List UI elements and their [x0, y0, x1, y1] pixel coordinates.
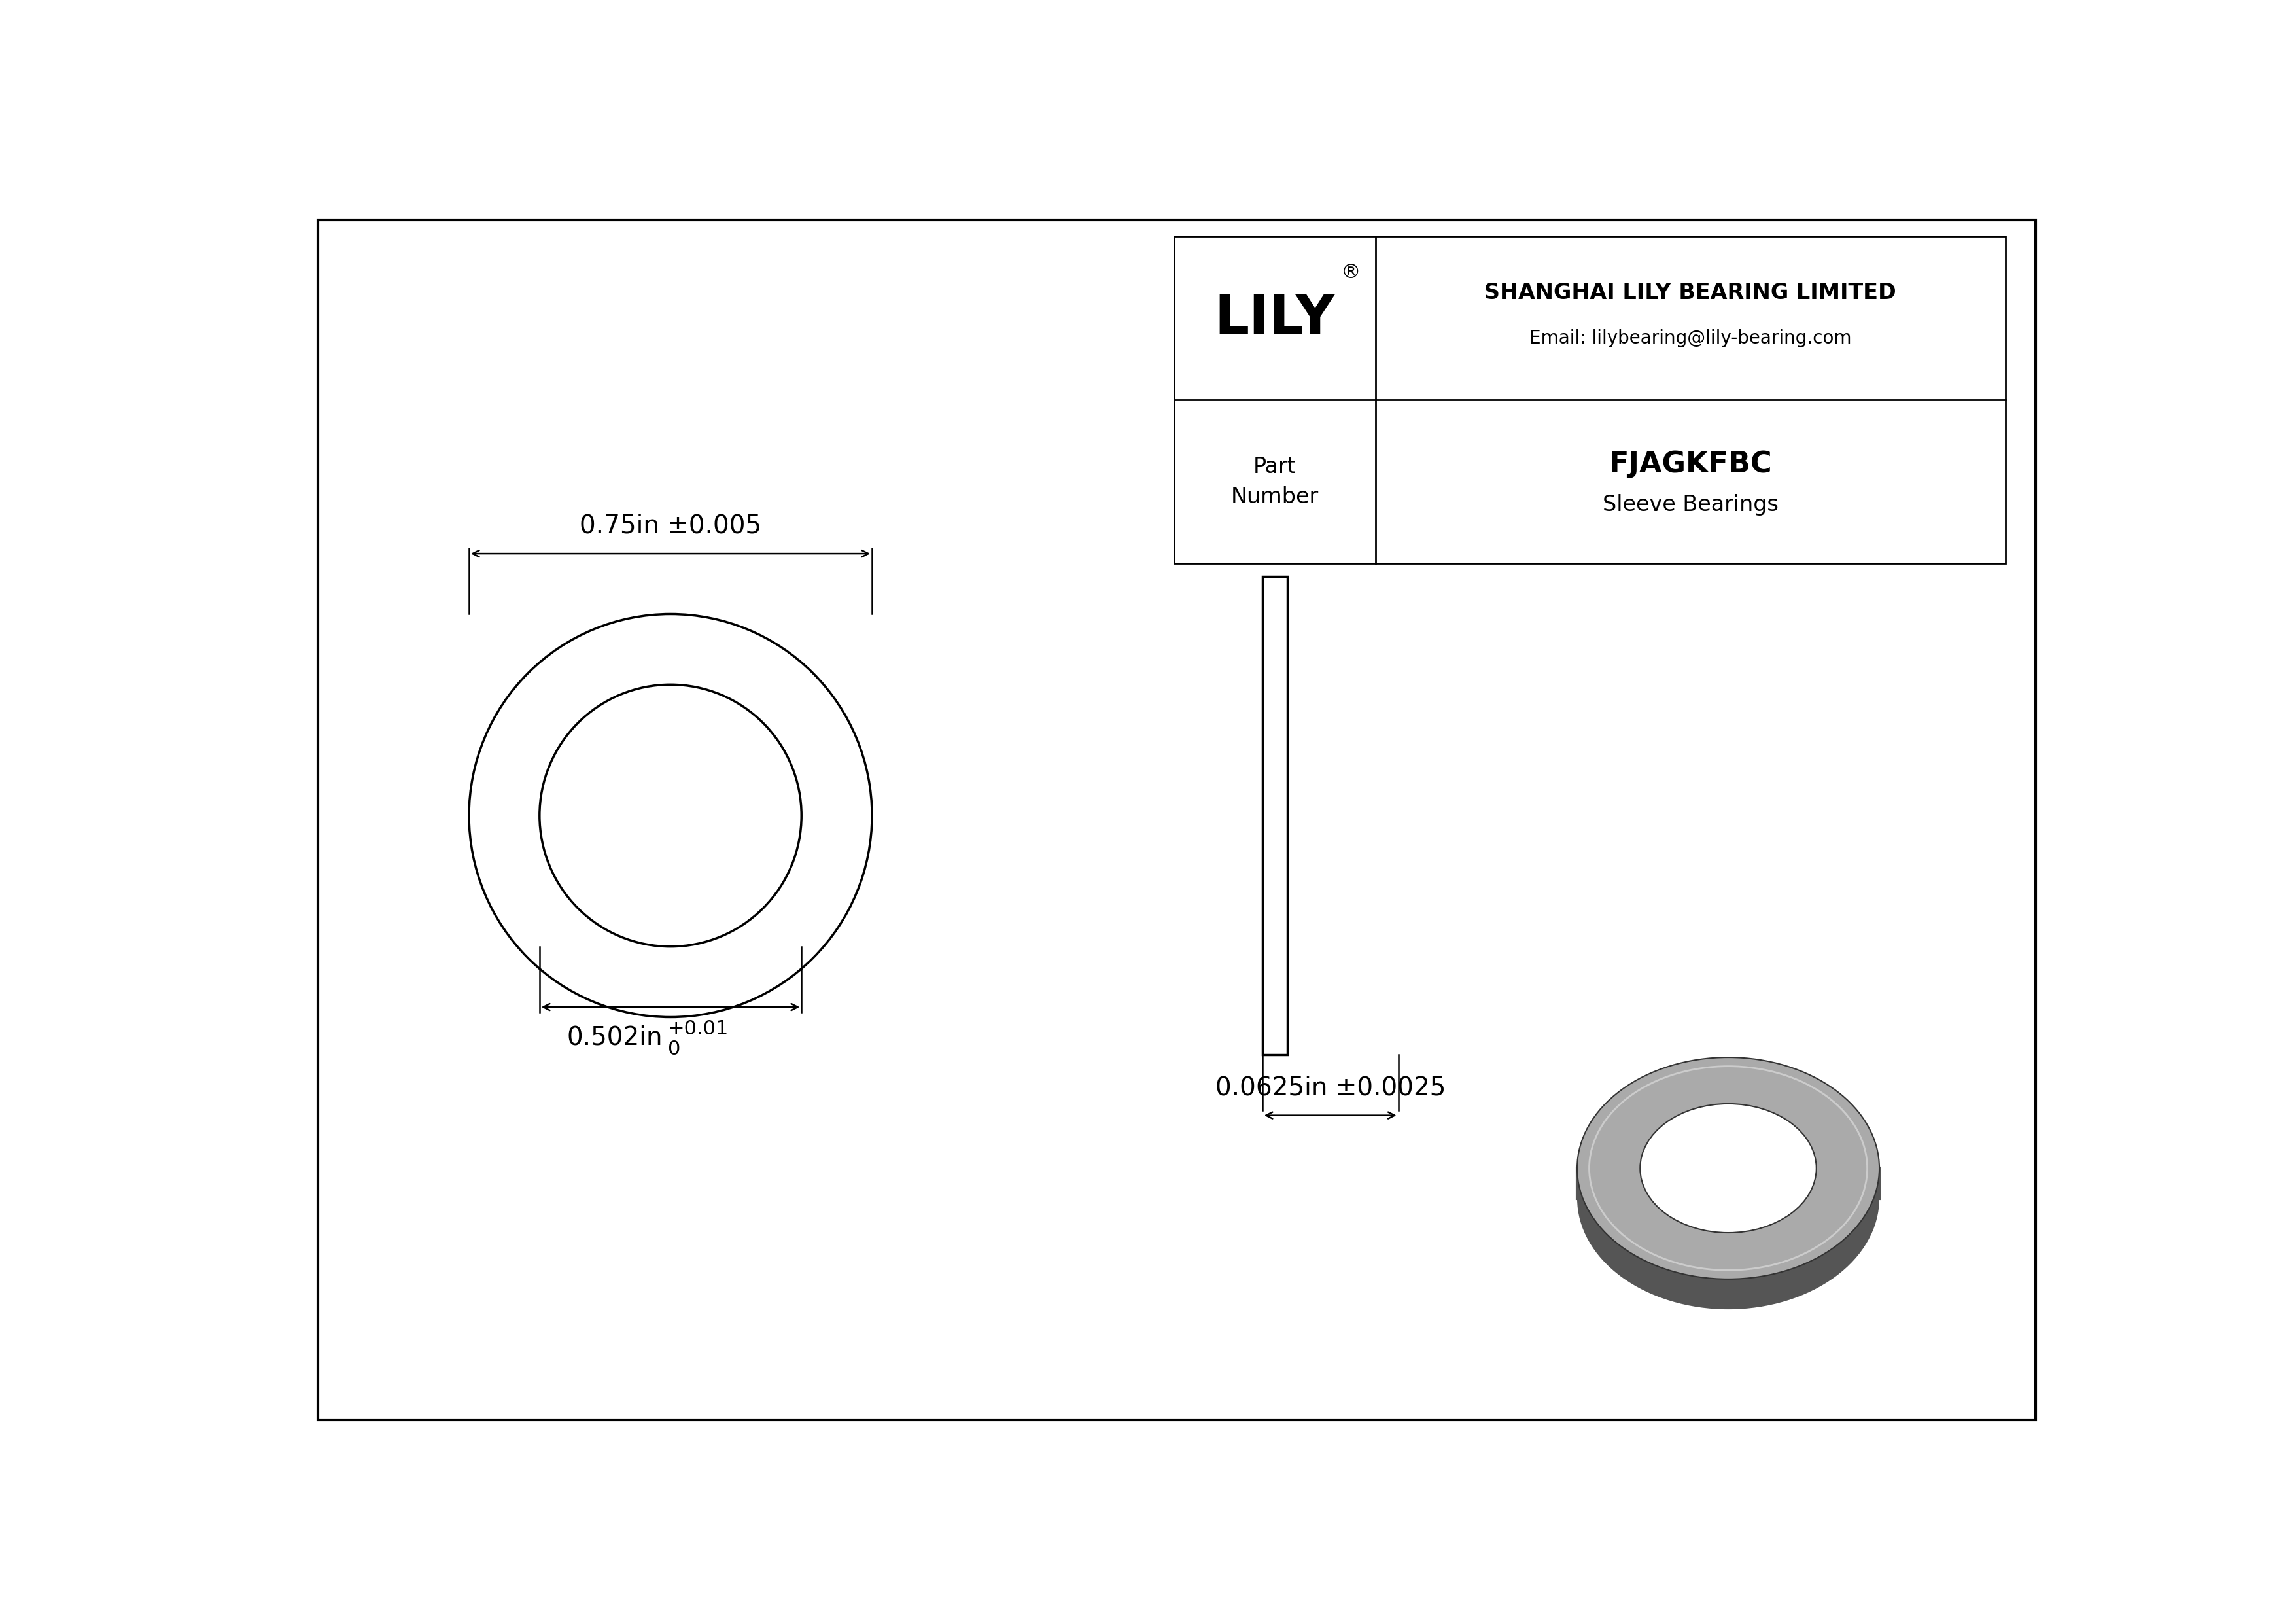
Text: +0.01: +0.01 — [668, 1020, 730, 1039]
Text: LILY: LILY — [1215, 292, 1336, 344]
Text: SHANGHAI LILY BEARING LIMITED: SHANGHAI LILY BEARING LIMITED — [1486, 283, 1896, 304]
Text: Email: lilybearing@lily-bearing.com: Email: lilybearing@lily-bearing.com — [1529, 330, 1851, 348]
Text: Part
Number: Part Number — [1231, 456, 1318, 508]
Text: 0: 0 — [668, 1039, 680, 1059]
Text: FJAGKFBC: FJAGKFBC — [1609, 450, 1773, 477]
Text: 0.502in: 0.502in — [567, 1025, 664, 1049]
Text: 0.0625in ±0.0025: 0.0625in ±0.0025 — [1215, 1075, 1446, 1099]
Ellipse shape — [1577, 1057, 1880, 1280]
Text: Sleeve Bearings: Sleeve Bearings — [1603, 494, 1779, 515]
Ellipse shape — [1577, 1088, 1880, 1309]
Ellipse shape — [1639, 1134, 1816, 1263]
Text: ®: ® — [1341, 263, 1362, 283]
Ellipse shape — [1639, 1104, 1816, 1233]
Text: 0.75in ±0.005: 0.75in ±0.005 — [579, 513, 762, 539]
